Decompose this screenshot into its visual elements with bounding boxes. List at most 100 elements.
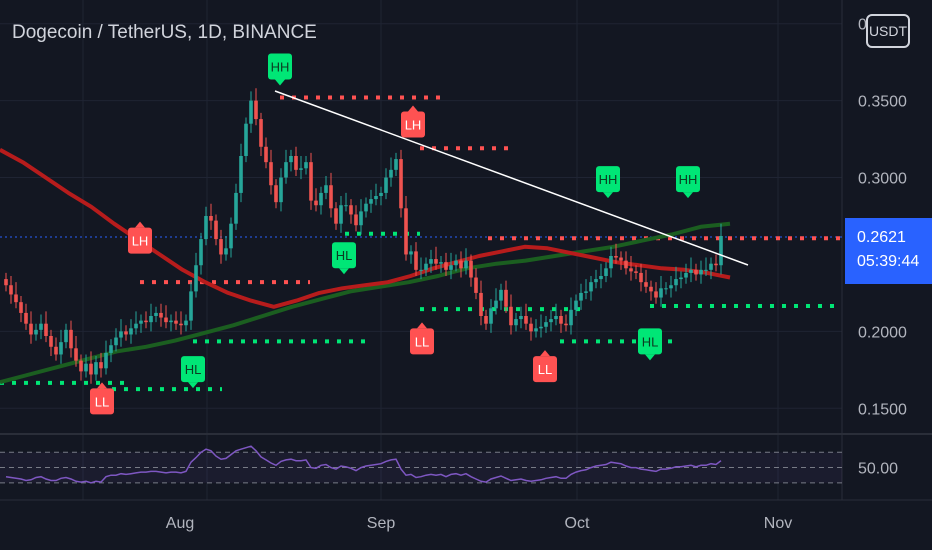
candle-body bbox=[554, 316, 558, 320]
candle-body bbox=[579, 292, 583, 301]
candle-body bbox=[559, 316, 563, 324]
pivot-marker-ll: LL bbox=[410, 322, 434, 355]
candle-body bbox=[514, 319, 518, 326]
pivot-markers: LL LH HL HH HL LH LL HH LL HL HH bbox=[90, 53, 700, 415]
pivot-marker-lh: LH bbox=[128, 221, 152, 254]
candle-body bbox=[314, 200, 318, 206]
candle-body bbox=[669, 285, 673, 289]
candle-body bbox=[404, 208, 408, 255]
rsi-band bbox=[0, 452, 842, 483]
candle-body bbox=[359, 211, 363, 226]
pivot-marker-label: LH bbox=[405, 117, 422, 132]
candle-body bbox=[574, 300, 578, 310]
candle-body bbox=[664, 288, 668, 290]
candle-body bbox=[74, 348, 78, 361]
candle-body bbox=[194, 265, 198, 292]
candle-body bbox=[474, 277, 478, 293]
candles bbox=[4, 88, 723, 384]
candle-body bbox=[709, 263, 713, 270]
pivot-marker-label: LL bbox=[95, 394, 109, 409]
pivot-marker-pointer bbox=[417, 322, 427, 329]
candle-body bbox=[609, 256, 613, 269]
candle-body bbox=[14, 294, 18, 303]
last-price: 0.2621 bbox=[857, 229, 906, 246]
pivot-marker-pointer bbox=[540, 350, 550, 357]
candle-body bbox=[29, 323, 33, 335]
candle-body bbox=[624, 260, 628, 269]
descending-trendline bbox=[274, 90, 749, 266]
candle-body bbox=[689, 269, 693, 273]
time-axis-label: Aug bbox=[166, 515, 194, 532]
pivot-marker-box bbox=[596, 166, 620, 193]
candle-body bbox=[254, 100, 258, 120]
candle-body bbox=[519, 316, 523, 320]
pivot-marker-box bbox=[410, 328, 434, 355]
candle-body bbox=[84, 363, 88, 372]
candle-body bbox=[79, 360, 83, 372]
candle-body bbox=[719, 236, 723, 266]
candle-body bbox=[659, 288, 663, 298]
candle-body bbox=[264, 146, 268, 163]
candle-body bbox=[619, 257, 623, 261]
candle-body bbox=[419, 269, 423, 271]
candle-body bbox=[424, 263, 428, 270]
pivot-marker-box bbox=[181, 356, 205, 383]
candle-body bbox=[674, 279, 678, 286]
candle-body bbox=[319, 192, 323, 206]
pivot-marker-pointer bbox=[603, 192, 613, 199]
candle-body bbox=[124, 331, 128, 335]
candle-body bbox=[569, 309, 573, 326]
candle-body bbox=[104, 352, 108, 369]
pivot-marker-pointer bbox=[275, 79, 285, 86]
candle-body bbox=[214, 220, 218, 240]
candle-body bbox=[479, 292, 483, 316]
candle-body bbox=[704, 269, 708, 271]
candle-body bbox=[464, 260, 468, 269]
candle-body bbox=[64, 329, 68, 343]
candle-body bbox=[384, 177, 388, 193]
candle-body bbox=[229, 223, 233, 249]
candle-body bbox=[149, 316, 153, 323]
candle-body bbox=[209, 216, 213, 221]
candle-body bbox=[154, 312, 158, 316]
candle-body bbox=[94, 362, 98, 375]
candle-body bbox=[284, 162, 288, 178]
pivot-marker-pointer bbox=[188, 382, 198, 389]
ema-red-line bbox=[0, 148, 731, 309]
pivot-marker-label: HH bbox=[599, 172, 618, 187]
candle-body bbox=[684, 272, 688, 278]
candle-body bbox=[169, 320, 173, 323]
bar-countdown: 05:39:44 bbox=[857, 253, 920, 270]
candle-body bbox=[614, 256, 618, 258]
currency-button[interactable]: USDT bbox=[866, 14, 910, 48]
candle-body bbox=[379, 192, 383, 196]
pivot-marker-pointer bbox=[135, 221, 145, 228]
price-axis-label: 0.1500 bbox=[858, 401, 907, 418]
candle-body bbox=[179, 323, 183, 326]
candle-body bbox=[494, 300, 498, 309]
candle-body bbox=[549, 319, 553, 323]
candle-body bbox=[369, 199, 373, 204]
candle-body bbox=[354, 214, 358, 226]
rsi-axis-label: 50.00 bbox=[858, 461, 898, 478]
candle-body bbox=[364, 203, 368, 212]
candle-body bbox=[199, 239, 203, 266]
candle-body bbox=[509, 306, 513, 326]
candle-body bbox=[444, 262, 448, 270]
pivot-marker-label: HL bbox=[185, 362, 202, 377]
pivot-marker-box bbox=[332, 242, 356, 269]
candle-body bbox=[504, 289, 508, 307]
candle-body bbox=[434, 259, 438, 264]
pivot-marker-label: HL bbox=[336, 248, 353, 263]
candle-body bbox=[144, 320, 148, 323]
candle-body bbox=[259, 119, 263, 147]
candle-body bbox=[524, 316, 528, 324]
pivot-marker-label: LL bbox=[538, 362, 552, 377]
candle-body bbox=[54, 346, 58, 355]
candle-body bbox=[439, 262, 443, 264]
candle-body bbox=[4, 279, 8, 286]
candle-body bbox=[544, 322, 548, 327]
grid-lines bbox=[0, 0, 842, 500]
